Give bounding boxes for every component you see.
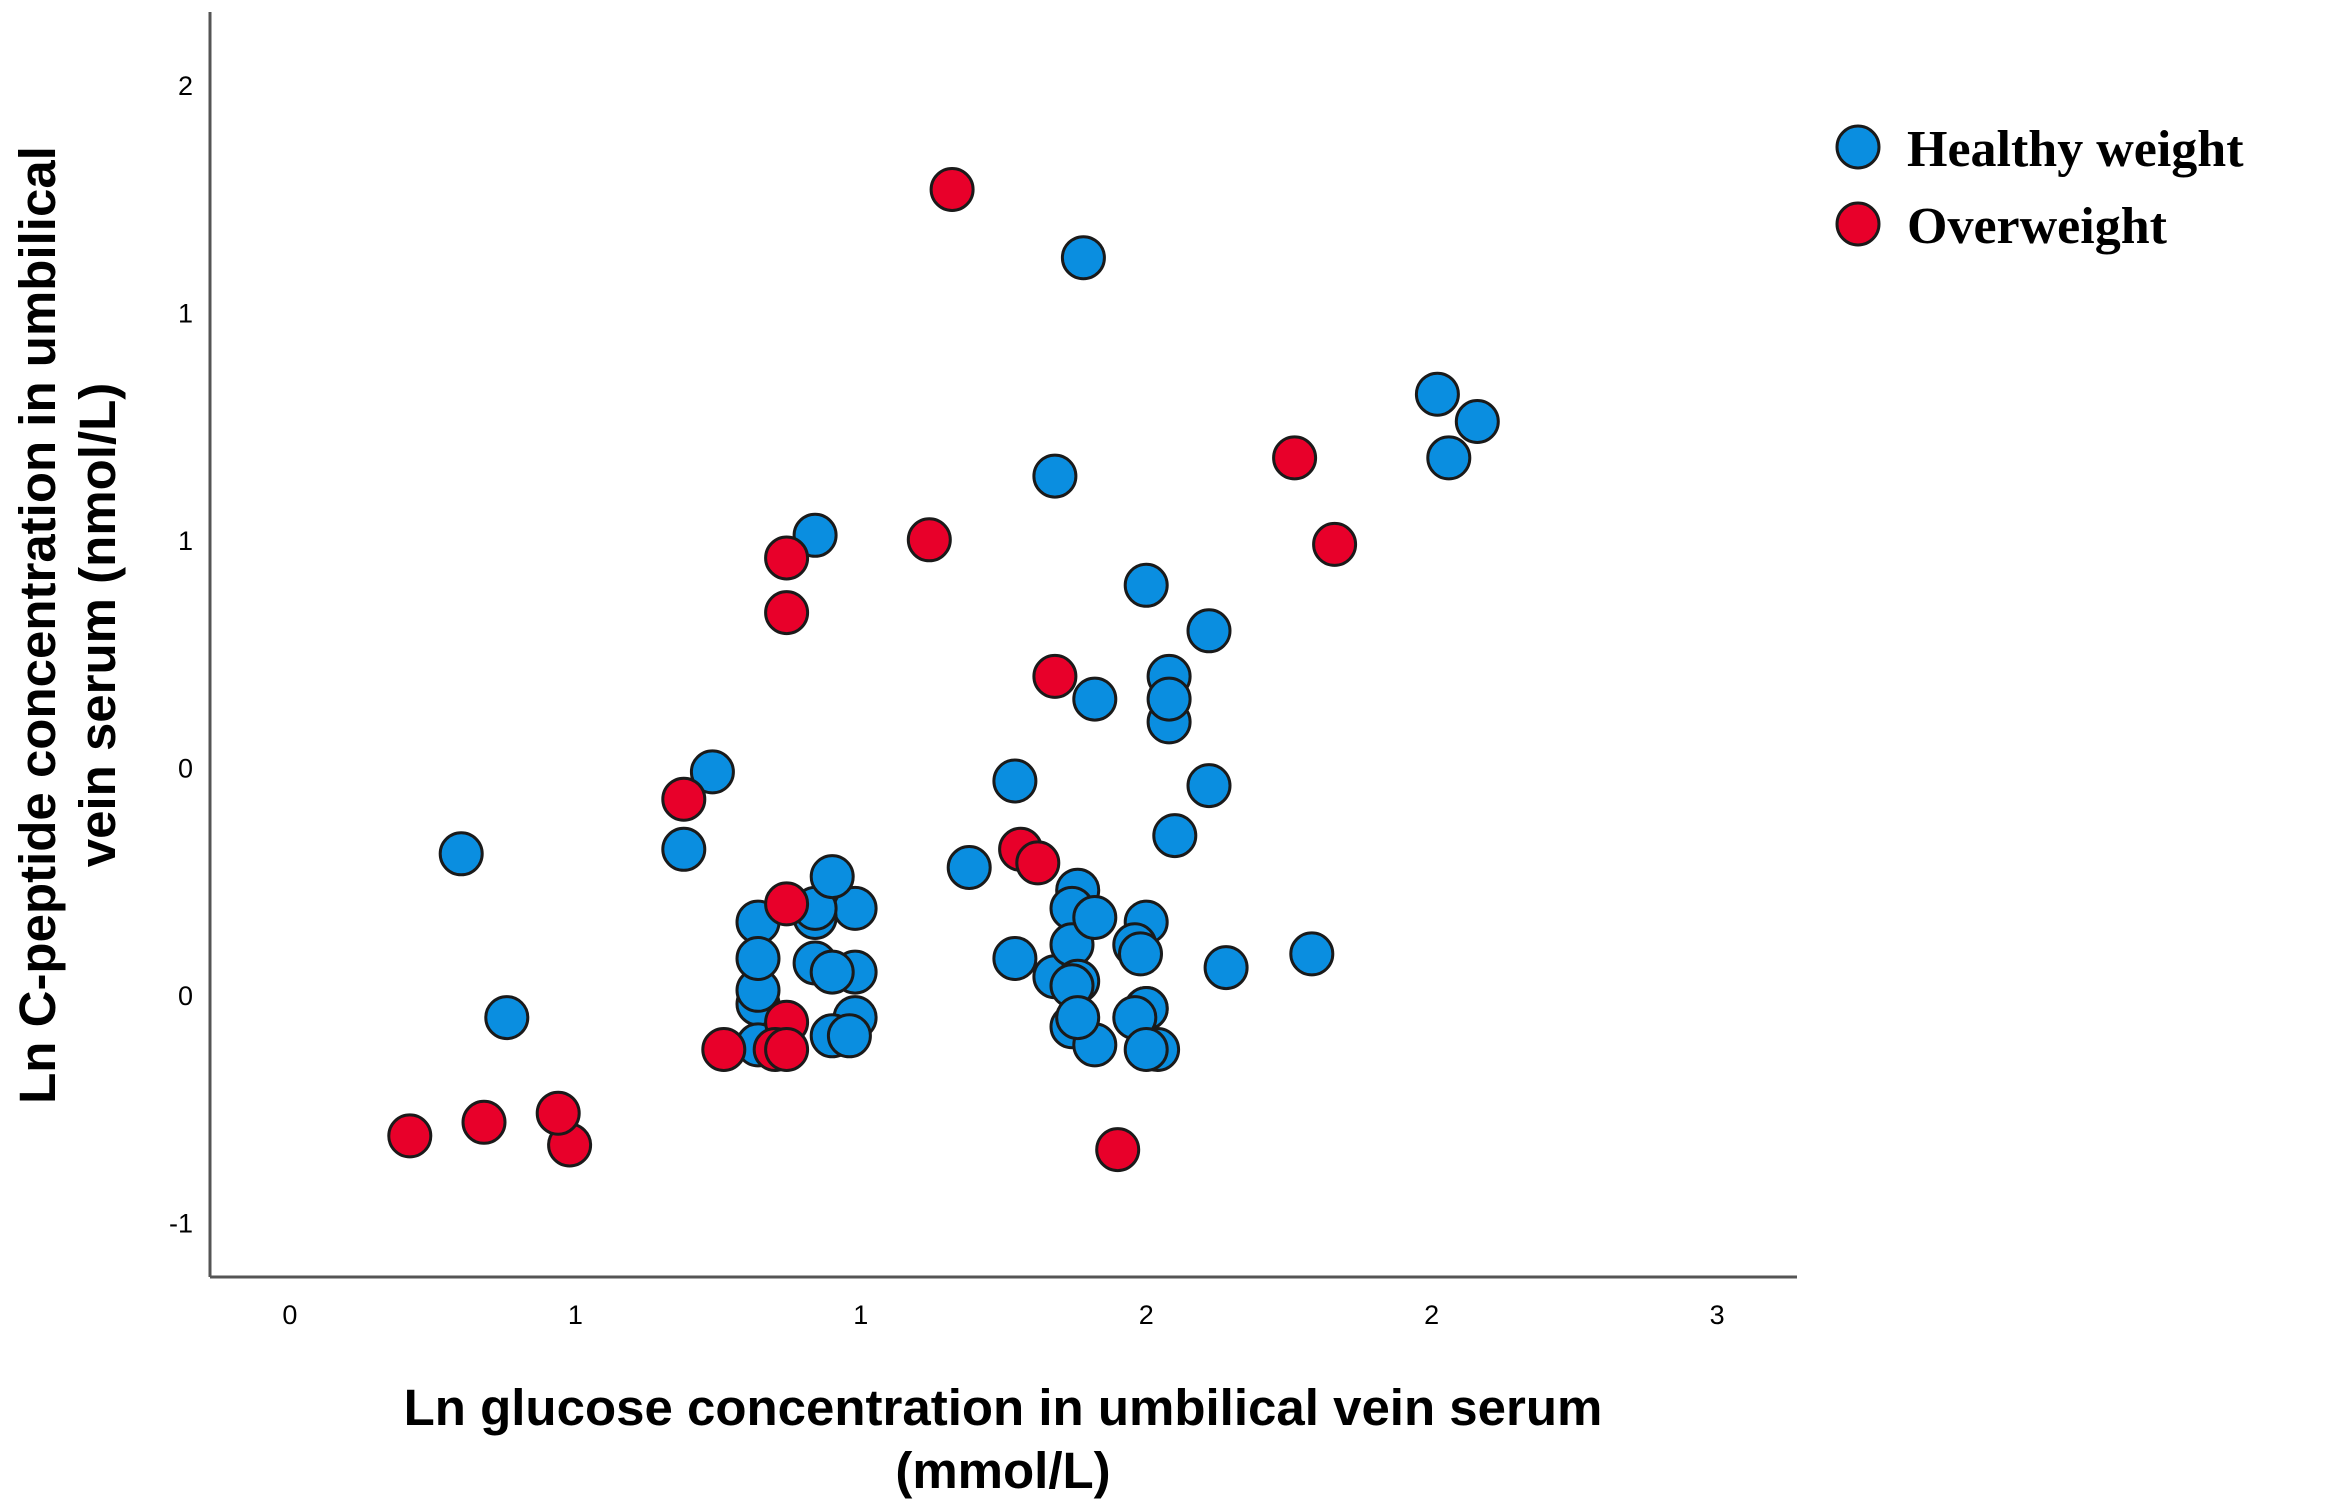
x-tick-labels: 0 1 1 2 2 3 bbox=[282, 1300, 1724, 1330]
legend-marker-overweight bbox=[1835, 201, 1881, 247]
axes bbox=[208, 12, 1797, 1279]
data-point-healthy-weight bbox=[1426, 435, 1472, 481]
x-tick-label: 3 bbox=[1710, 1300, 1725, 1330]
y-axis-title-line-2: vein serum (nmol/L) bbox=[69, 383, 126, 868]
data-point-healthy-weight bbox=[826, 1013, 872, 1059]
y-tick-label: 1 bbox=[178, 526, 193, 556]
data-point-healthy-weight bbox=[1146, 676, 1192, 722]
data-point-overweight bbox=[1272, 435, 1318, 481]
data-point-overweight bbox=[764, 1027, 810, 1072]
data-point-overweight bbox=[661, 776, 707, 822]
data-point-healthy-weight bbox=[1055, 995, 1101, 1041]
data-point-healthy-weight bbox=[1203, 945, 1249, 991]
data-point-healthy-weight bbox=[1060, 235, 1106, 281]
data-point-overweight bbox=[535, 1090, 581, 1136]
legend-label-healthy-weight: Healthy weight bbox=[1907, 121, 2244, 178]
x-tick-label: 0 bbox=[282, 1300, 297, 1330]
data-point-healthy-weight bbox=[689, 749, 735, 795]
data-point-healthy-weight bbox=[992, 758, 1038, 804]
data-point-healthy-weight bbox=[735, 936, 781, 981]
x-tick-label: 2 bbox=[1139, 1300, 1154, 1330]
data-point-healthy-weight bbox=[1186, 608, 1232, 654]
data-point-overweight bbox=[387, 1113, 433, 1159]
legend: Healthy weight Overweight bbox=[1835, 121, 2244, 255]
data-point-healthy-weight bbox=[1289, 931, 1335, 977]
data-point-overweight bbox=[764, 535, 810, 581]
y-tick-label: 0 bbox=[178, 981, 193, 1011]
data-point-overweight bbox=[1095, 1127, 1141, 1173]
x-tick-label: 1 bbox=[853, 1300, 868, 1330]
x-tick-label: 1 bbox=[568, 1300, 583, 1330]
data-point-healthy-weight bbox=[992, 936, 1038, 981]
x-tick-label: 2 bbox=[1424, 1300, 1439, 1330]
data-point-healthy-weight bbox=[1123, 1027, 1169, 1072]
y-tick-label: 1 bbox=[178, 298, 193, 328]
x-axis-title-line-2: (mmol/L) bbox=[895, 1442, 1110, 1499]
data-point-healthy-weight bbox=[1118, 931, 1163, 977]
x-axis-title-line-1: Ln glucose concentration in umbilical ve… bbox=[404, 1379, 1603, 1436]
data-point-overweight bbox=[1312, 521, 1358, 567]
data-point-healthy-weight bbox=[1152, 813, 1198, 859]
data-point-healthy-weight bbox=[946, 845, 992, 890]
data-points bbox=[387, 167, 1500, 1173]
data-point-overweight bbox=[1015, 840, 1061, 886]
data-point-overweight bbox=[906, 517, 952, 563]
data-point-overweight bbox=[701, 1027, 747, 1072]
data-point-healthy-weight bbox=[484, 995, 530, 1041]
data-point-healthy-weight bbox=[1186, 763, 1232, 809]
data-point-healthy-weight bbox=[809, 949, 855, 995]
data-point-healthy-weight bbox=[1454, 399, 1500, 444]
data-point-healthy-weight bbox=[438, 831, 484, 877]
y-tick-labels: -1 0 0 1 1 2 bbox=[169, 71, 193, 1239]
data-point-overweight bbox=[764, 881, 810, 927]
data-point-healthy-weight bbox=[1072, 895, 1118, 940]
data-point-healthy-weight bbox=[1032, 453, 1078, 499]
legend-marker-healthy-weight bbox=[1835, 124, 1881, 170]
data-point-healthy-weight bbox=[1072, 676, 1118, 722]
data-point-healthy-weight bbox=[809, 854, 855, 900]
y-axis-title-line-1: Ln C-peptide concentration in umbilical bbox=[9, 146, 66, 1104]
legend-label-overweight: Overweight bbox=[1907, 198, 2168, 255]
data-point-overweight bbox=[461, 1099, 507, 1145]
data-point-healthy-weight bbox=[1123, 562, 1169, 608]
y-tick-label: 0 bbox=[178, 753, 193, 783]
y-tick-label: -1 bbox=[169, 1208, 193, 1238]
data-point-healthy-weight bbox=[661, 826, 707, 872]
y-tick-label: 2 bbox=[178, 71, 193, 101]
data-point-overweight bbox=[929, 167, 975, 212]
data-point-healthy-weight bbox=[1414, 371, 1460, 417]
data-point-overweight bbox=[1032, 653, 1078, 699]
data-point-overweight bbox=[764, 590, 810, 636]
